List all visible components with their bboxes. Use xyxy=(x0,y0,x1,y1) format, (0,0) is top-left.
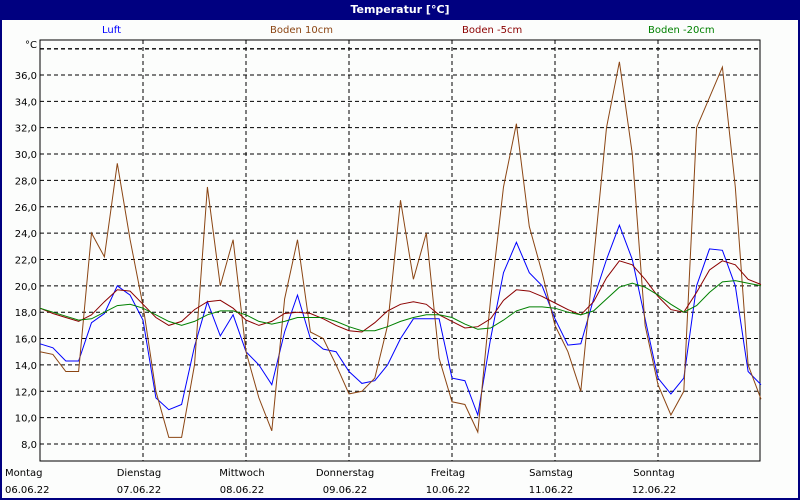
y-tick-label: 24,0 xyxy=(15,229,37,240)
x-tick-day: Donnerstag xyxy=(316,468,374,479)
x-tick-day: Montag xyxy=(5,468,42,479)
series-boden-20cm xyxy=(39,280,762,332)
x-tick-day: Sonntag xyxy=(633,468,675,479)
y-axis-unit: °C xyxy=(25,40,37,51)
y-tick-label: 36,0 xyxy=(15,71,37,82)
x-tick-date: 11.06.22 xyxy=(529,485,574,496)
chart-title: Temperatur [°C] xyxy=(0,0,800,20)
x-tick-day: Mittwoch xyxy=(219,468,264,479)
y-tick-label: 26,0 xyxy=(15,203,37,214)
x-tick-date: 10.06.22 xyxy=(426,485,471,496)
x-tick-date: 09.06.22 xyxy=(323,485,368,496)
x-tick-day: Freitag xyxy=(431,468,465,479)
y-tick-label: 10,0 xyxy=(15,414,37,425)
y-tick-label: 34,0 xyxy=(15,97,37,108)
y-tick-label: 12,0 xyxy=(15,387,37,398)
y-tick-label: 32,0 xyxy=(15,124,37,135)
legend-item-1: Boden 10cm xyxy=(270,25,333,36)
legend-item-3: Boden -20cm xyxy=(648,25,715,36)
x-tick-date: 08.06.22 xyxy=(220,485,265,496)
series-boden-10cm xyxy=(39,61,762,438)
legend-item-0: Luft xyxy=(102,25,121,36)
y-tick-label: 18,0 xyxy=(15,308,37,319)
y-tick-label: 22,0 xyxy=(15,255,37,266)
y-tick-label: 8,0 xyxy=(21,440,37,451)
y-tick-label: 28,0 xyxy=(15,176,37,187)
y-tick-label: 16,0 xyxy=(15,335,37,346)
series-boden-5cm xyxy=(39,260,762,333)
series-luft xyxy=(39,223,762,417)
y-tick-label: 14,0 xyxy=(15,361,37,372)
y-tick-label: 30,0 xyxy=(15,150,37,161)
y-tick-label: 20,0 xyxy=(15,282,37,293)
legend-item-2: Boden -5cm xyxy=(462,25,523,36)
x-tick-date: 07.06.22 xyxy=(117,485,162,496)
x-tick-day: Samstag xyxy=(529,468,573,479)
x-tick-day: Dienstag xyxy=(117,468,162,479)
x-tick-date: 12.06.22 xyxy=(632,485,677,496)
x-tick-date: 06.06.22 xyxy=(5,485,50,496)
plot-frame xyxy=(39,39,761,462)
